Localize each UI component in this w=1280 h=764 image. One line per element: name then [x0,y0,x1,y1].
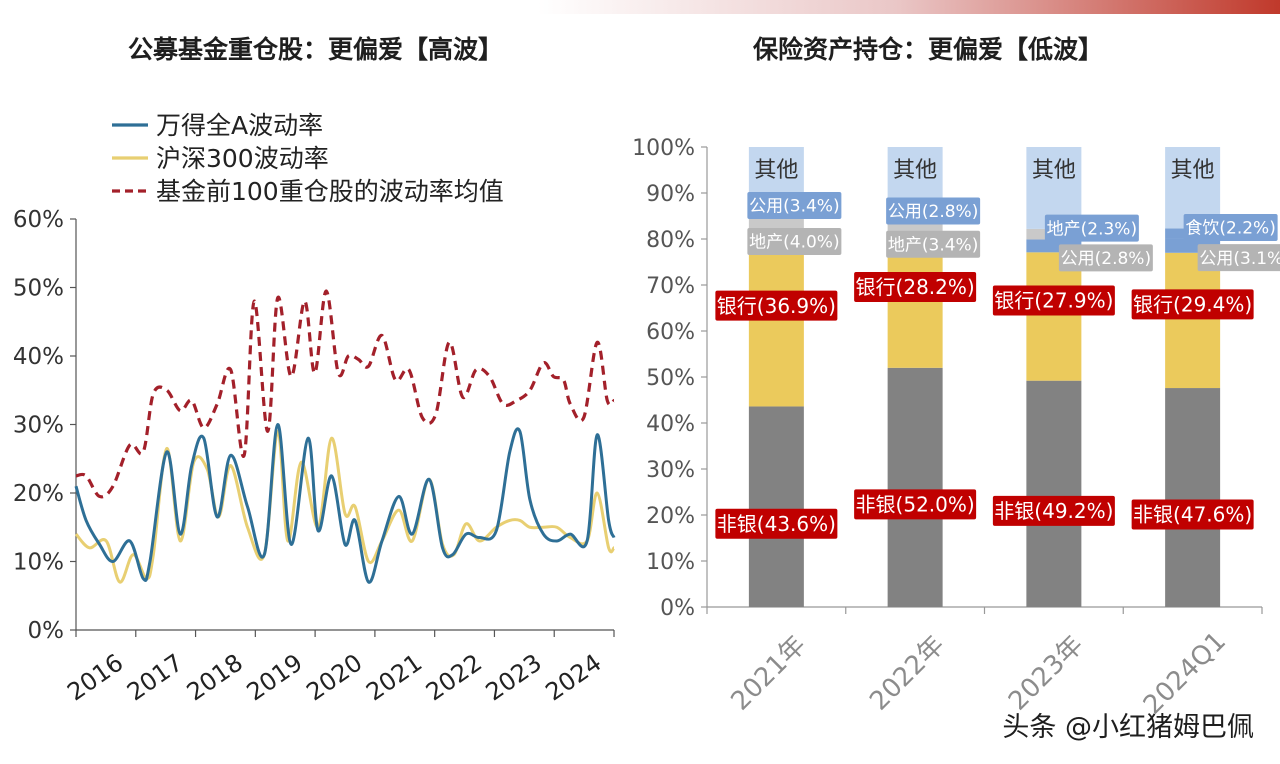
bar-label-small-upper: 公用(3.4%) [749,197,839,217]
bar-label-non-bank: 非银(49.2%) [994,499,1113,523]
bar-label-small-lower-bg [747,228,842,255]
x-category-label: 2022年 [864,630,950,716]
bar-label-small-upper-bg [1183,213,1278,241]
bar-label-bank-bg [715,290,838,321]
bar-label-other: 其他 [1032,158,1076,183]
bar-label-small-upper: 地产(2.3%) [1047,219,1137,239]
y-tick-label: 20% [646,504,695,529]
y-tick-label: 100% [632,136,695,161]
bar-segment [1026,380,1082,607]
bar-label-bank: 银行(36.9%) [717,294,836,318]
legend-label: 万得全A波动率 [156,111,323,140]
bar-label-non-bank-bg [1131,499,1254,530]
bar-label-small-lower: 公用(2.8%) [1061,249,1151,269]
bar-label-small-lower-bg [1058,244,1153,272]
top-decorative-bar [0,0,1280,14]
legend-label: 沪深300波动率 [156,144,329,173]
watermark: 头条 @小红猪姆巴佩 [1002,712,1254,743]
y-tick-label: 40% [13,344,64,370]
bar-label-small-lower: 地产(3.4%) [888,235,978,255]
y-tick-label: 40% [646,412,695,437]
bar-label-non-bank-bg [854,489,977,520]
y-tick-label: 70% [646,274,695,299]
bar-label-small-upper-bg [1044,214,1139,242]
bar-label-bank-bg [854,271,977,302]
bar-label-small-lower-bg [886,230,981,258]
left-chart-title: 公募基金重仓股：更偏爱【高波】 [128,35,504,64]
bar-label-bank: 银行(29.4%) [1133,293,1252,317]
y-tick-label: 80% [646,228,695,253]
volatility-line-chart: 0%10%20%30%40%50%60%20162017201820192020… [13,111,616,706]
bar-label-non-bank-bg [715,508,838,539]
y-tick-label: 30% [646,458,695,483]
y-tick-label: 50% [646,366,695,391]
bar-label-small-upper: 食饮(2.2%) [1185,219,1275,239]
bar-label-small-lower: 公用(3.1%) [1199,249,1280,269]
x-category-label: 2021年 [726,630,812,716]
y-tick-label: 0% [660,596,695,621]
bar-label-other: 其他 [893,158,937,183]
bar-label-non-bank: 非银(52.0%) [856,493,975,517]
y-tick-label: 60% [646,320,695,345]
bar-segment [748,236,804,407]
series-line-hs300 [74,429,616,584]
bar-label-non-bank-bg [992,495,1115,526]
x-category-label: 2023年 [1003,630,1089,716]
bar-label-other: 其他 [754,158,798,183]
bar-segment [748,406,804,607]
bar-label-small-upper-bg [747,191,842,219]
series-line-wind-a [74,422,616,584]
bar-segment [887,238,943,368]
bar-label-bank-bg [1131,289,1254,320]
y-tick-label: 60% [13,207,64,233]
bar-label-small-upper: 公用(2.8%) [888,202,978,222]
y-tick-label: 10% [646,550,695,575]
bar-segment [887,367,943,607]
y-tick-label: 20% [13,481,64,507]
series-line-fund-top100 [75,289,616,499]
bar-label-bank: 银行(28.2%) [856,275,975,299]
bar-segment [1165,252,1221,389]
y-tick-label: 50% [13,276,64,302]
right-chart-title: 保险资产持仓：更偏爱【低波】 [753,35,1104,64]
bar-label-other: 其他 [1171,158,1215,183]
bar-label-small-lower: 地产(4.0%) [749,233,839,253]
bar-label-bank: 银行(27.9%) [994,289,1113,313]
bar-label-bank-bg [992,285,1115,316]
y-tick-label: 90% [646,182,695,207]
y-tick-label: 0% [28,618,65,644]
legend-label: 基金前100重仓股的波动率均值 [156,177,504,206]
bar-label-non-bank: 非银(47.6%) [1133,503,1252,527]
bar-label-small-upper-bg [886,197,981,225]
bar-label-non-bank: 非银(43.6%) [717,512,836,536]
bar-segment [1026,252,1082,381]
bar-label-small-lower-bg [1197,244,1280,272]
bar-segment [1165,388,1221,607]
y-tick-label: 30% [13,413,64,439]
y-tick-label: 10% [13,550,64,576]
